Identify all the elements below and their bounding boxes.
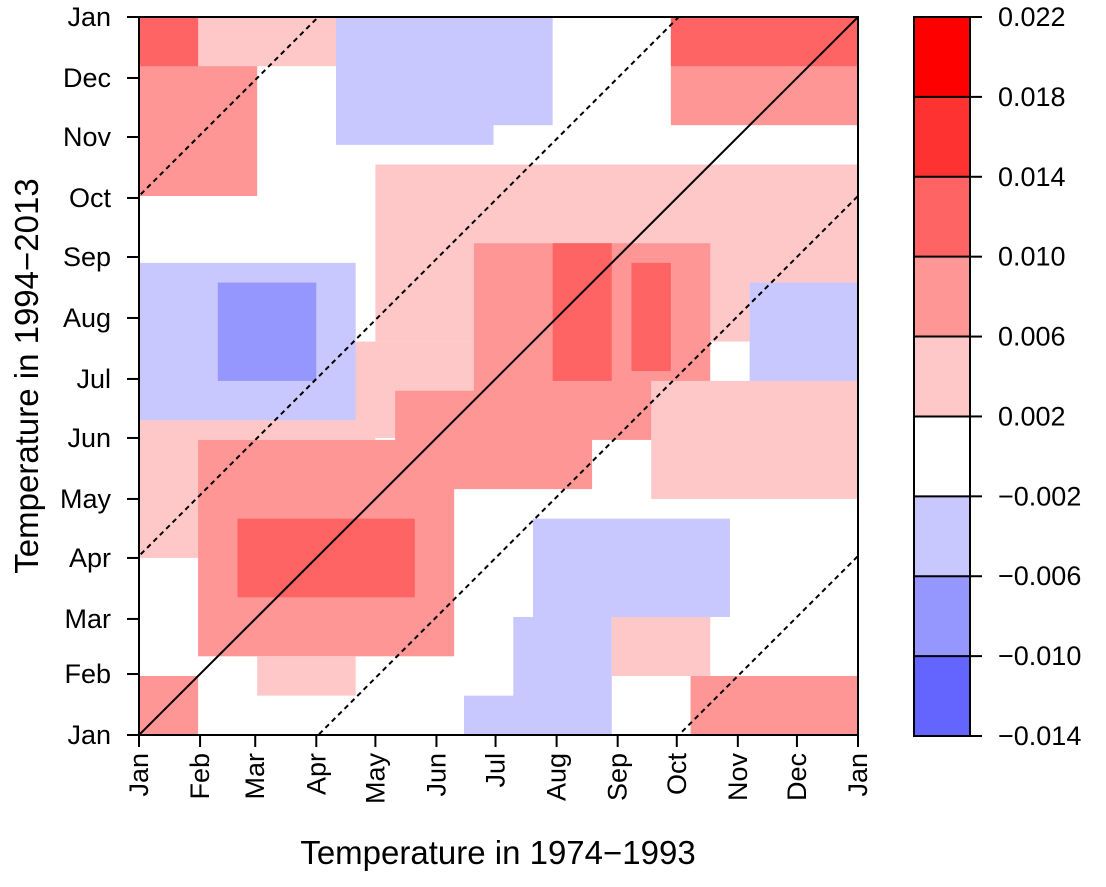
y-axis-title: Temperature in 1994−2013 bbox=[8, 178, 45, 573]
colorbar-tick-label: 0.010 bbox=[998, 242, 1066, 272]
y-axis: Jan Feb Mar Apr May Jun Jul Aug Sep Oct Nov Dec Jan bbox=[60, 2, 139, 750]
x-tick-label: Oct bbox=[662, 753, 692, 796]
heatmap-cell bbox=[464, 696, 533, 735]
heatmap-cell bbox=[651, 381, 858, 499]
y-tick-label: Jan bbox=[67, 720, 111, 750]
y-tick-label: Feb bbox=[64, 659, 111, 689]
colorbar-swatch bbox=[914, 496, 970, 576]
x-tick-label: Jan bbox=[124, 753, 154, 797]
colorbar-tick-label: 0.002 bbox=[998, 401, 1066, 431]
heatmap-cell bbox=[306, 538, 355, 587]
heatmap-cell bbox=[336, 17, 494, 145]
heatmap-cell bbox=[139, 17, 198, 66]
x-tick-label: Mar bbox=[240, 753, 270, 800]
colorbar-tick-label: 0.006 bbox=[998, 322, 1066, 352]
heatmap-cell bbox=[533, 519, 730, 617]
x-axis-title: Temperature in 1974−1993 bbox=[300, 834, 695, 871]
colorbar: 0.022 0.018 0.014 0.010 0.006 0.002 −0.002 −0.0… bbox=[914, 2, 1081, 751]
y-tick-label: Sep bbox=[63, 242, 111, 272]
y-tick-label: Apr bbox=[69, 543, 111, 573]
colorbar-swatch bbox=[914, 257, 970, 337]
colorbar-swatch bbox=[914, 177, 970, 257]
colorbar-swatch bbox=[914, 17, 970, 97]
y-tick-label: May bbox=[60, 484, 112, 514]
x-tick-label: Feb bbox=[185, 753, 215, 800]
x-tick-label: Aug bbox=[542, 753, 572, 801]
colorbar-tick-label: −0.010 bbox=[998, 641, 1081, 671]
x-tick-label: May bbox=[360, 753, 390, 805]
x-tick-label: Jan bbox=[843, 753, 873, 797]
colorbar-tick-label: −0.002 bbox=[998, 481, 1081, 511]
heatmap-cell bbox=[691, 676, 858, 735]
y-tick-label: Aug bbox=[63, 303, 111, 333]
x-tick-label: Sep bbox=[603, 753, 633, 801]
y-tick-label: Jan bbox=[67, 2, 111, 32]
colorbar-tick-label: 0.022 bbox=[998, 2, 1066, 32]
heatmap-cell bbox=[257, 656, 355, 695]
colorbar-tick-label: −0.014 bbox=[998, 721, 1081, 751]
colorbar-swatch bbox=[914, 337, 970, 417]
colorbar-tick-label: 0.018 bbox=[998, 82, 1066, 112]
x-axis: Jan Feb Mar Apr May Jun Jul Aug Sep Oct Nov Dec Jan bbox=[124, 735, 873, 804]
y-tick-label: Dec bbox=[63, 63, 111, 93]
y-tick-label: Jun bbox=[67, 423, 111, 453]
x-tick-label: Jul bbox=[481, 753, 511, 788]
colorbar-swatch bbox=[914, 576, 970, 656]
colorbar-swatch bbox=[914, 656, 970, 736]
y-tick-label: Oct bbox=[69, 183, 112, 213]
y-tick-label: Jul bbox=[76, 364, 111, 394]
y-tick-label: Nov bbox=[63, 122, 112, 152]
y-tick-label: Mar bbox=[65, 604, 112, 634]
colorbar-tick-label: 0.014 bbox=[998, 162, 1066, 192]
colorbar-tick-label: −0.006 bbox=[998, 561, 1081, 591]
x-tick-label: Dec bbox=[782, 753, 812, 801]
x-tick-label: Jun bbox=[421, 753, 451, 797]
colorbar-swatch bbox=[914, 97, 970, 177]
heatmap-cell bbox=[631, 263, 670, 371]
heatmap-cell bbox=[218, 283, 316, 381]
x-tick-label: Nov bbox=[723, 753, 753, 802]
x-tick-label: Apr bbox=[301, 753, 331, 795]
colorbar-swatch bbox=[914, 416, 970, 496]
heatmap-cell bbox=[671, 17, 858, 66]
